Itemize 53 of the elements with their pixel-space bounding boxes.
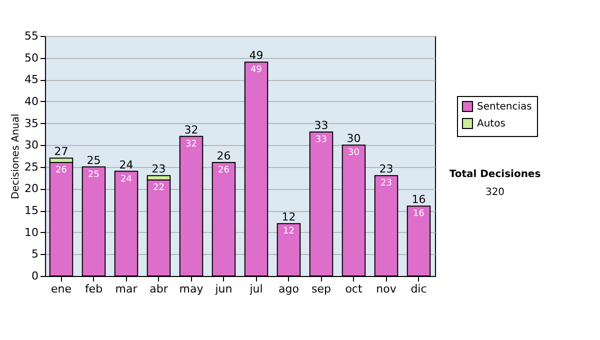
x-tick-label: mar [115, 282, 138, 296]
legend-label: Sentencias [477, 102, 532, 112]
y-tick-label: 35 [24, 116, 38, 130]
total-label: 12 [282, 210, 296, 224]
text: 320 [485, 187, 505, 198]
x-tick-label: nov [376, 282, 397, 296]
total-label: 23 [152, 162, 166, 176]
total-label: 24 [119, 158, 134, 172]
y-tick-label: 5 [32, 248, 38, 261]
data-label: 26 [56, 166, 68, 176]
legend-label: Autos [477, 118, 506, 130]
data-label: 33 [316, 135, 327, 145]
total-label: 30 [346, 132, 361, 146]
data-label: 16 [413, 209, 425, 220]
data-label: 23 [380, 178, 392, 189]
total-label: 33 [314, 119, 328, 132]
data-label: 30 [348, 148, 360, 158]
data-label: 49 [250, 65, 262, 76]
data-label: 32 [186, 139, 197, 150]
x-tick-label: feb [84, 282, 103, 296]
total-label: 16 [412, 193, 426, 206]
x-tick-label: ene [50, 282, 72, 296]
text: Total Decisiones [449, 169, 541, 180]
data-label: 26 [218, 166, 230, 176]
x-tick-label: dic [410, 282, 427, 296]
data-label: 12 [283, 226, 294, 237]
total-label: 25 [86, 154, 101, 167]
total-label: 27 [54, 145, 68, 158]
x-tick-label: oct [345, 282, 363, 296]
y-tick-label: 20 [24, 182, 38, 196]
x-tick-label: sep [312, 282, 332, 296]
y-tick-label: 10 [24, 226, 38, 239]
y-tick-label: 55 [24, 30, 38, 42]
y-tick-label: 0 [32, 270, 38, 282]
data-label: 22 [153, 183, 164, 193]
y-tick-label: 40 [24, 94, 38, 108]
total-label: 32 [184, 123, 198, 136]
y-tick-label: 50 [24, 51, 38, 64]
y-tick-label: 45 [24, 73, 38, 86]
x-tick-label: may [179, 282, 204, 296]
x-tick-label: jun [214, 282, 232, 296]
data-label: 25 [88, 170, 100, 180]
total-label: 26 [216, 150, 231, 163]
x-tick-label: abr [150, 282, 168, 296]
y-axis-title: Decisiones Anual [10, 114, 22, 200]
y-tick-label: 15 [24, 204, 38, 218]
y-tick-label: 25 [24, 160, 38, 174]
total-label: 23 [379, 162, 394, 176]
data-label: 24 [120, 174, 132, 184]
x-tick-label: ago [278, 282, 300, 296]
total-label: 49 [249, 49, 264, 62]
x-tick-label: jul [248, 282, 263, 296]
y-tick-label: 30 [24, 138, 38, 152]
